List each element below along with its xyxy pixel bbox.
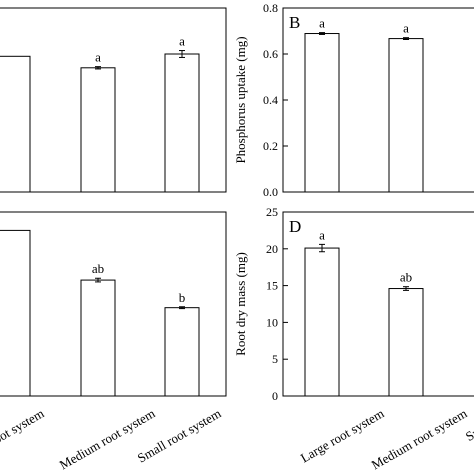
y-tick-label: 0 [272,389,278,403]
bar [164,53,200,193]
significance-letter: ab [92,261,104,276]
significance-letter: ab [400,270,412,285]
bar [304,33,340,193]
y-tick-label: 0.8 [263,1,278,15]
y-axis-label: Root dry mass (mg) [233,252,248,356]
panel-C: ab b [0,211,227,397]
category-label-left-1: oot system [0,406,47,447]
y-axis-label: Phosphorus uptake (mg) [233,36,248,163]
significance-letter: a [403,21,409,36]
panel-letter: D [289,217,301,236]
bar [80,67,116,193]
bar [164,307,200,397]
plot-frame [282,211,474,397]
y-tick-label: 0.6 [263,47,278,61]
bar [0,229,31,397]
significance-letter: a [319,16,325,31]
y-tick-label: 0.4 [263,93,278,107]
y-tick-label: 5 [272,352,278,366]
category-label-right-3: Smal [463,417,474,444]
panel-A: aaa [0,7,227,193]
panel-B: a a 0.0 0.2 0.4 0.6 0.8 Phosphorus uptake (mg) B [233,1,474,199]
bar [388,38,424,193]
bar [388,288,424,397]
significance-letter: b [179,290,186,305]
significance-letter: a [319,227,325,242]
significance-letter: a [179,34,185,49]
bar [0,55,31,193]
significance-letter: a [95,50,101,65]
bar [304,247,340,397]
y-tick-label: 20 [266,242,278,256]
y-tick-label: 25 [266,205,278,219]
bar [80,279,116,397]
panel-letter: B [289,13,300,32]
panel-D: a ab 0 5 10 15 20 25 Root dry mass (mg) D [233,205,474,403]
y-tick-label: 10 [266,315,278,329]
y-tick-label: 0.0 [263,185,278,199]
y-tick-label: 15 [266,279,278,293]
y-tick-label: 0.2 [263,139,278,153]
